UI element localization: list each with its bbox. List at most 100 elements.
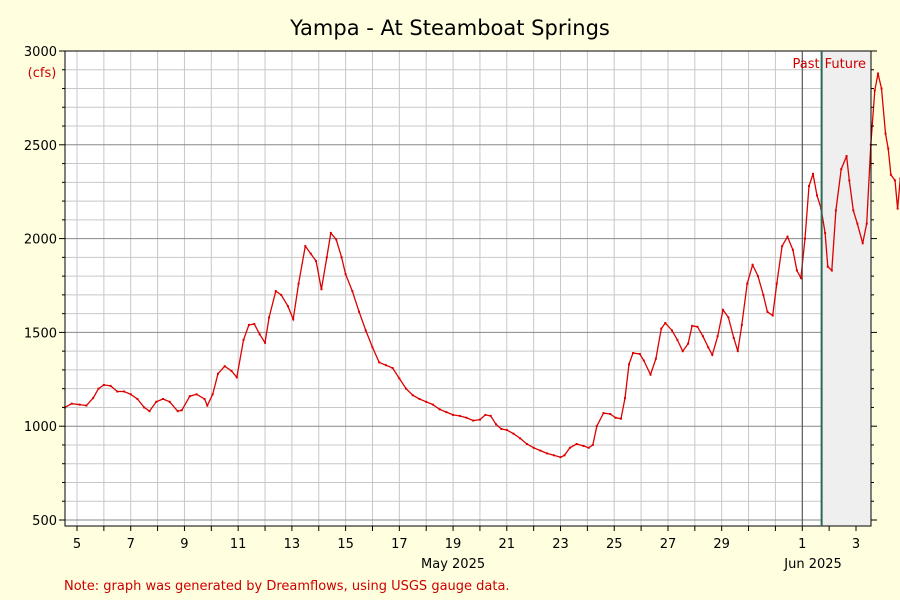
data-point (505, 428, 508, 431)
data-point (722, 308, 725, 311)
x-tick-label: 1 (798, 537, 806, 552)
data-point (781, 245, 784, 248)
data-point (230, 369, 233, 372)
data-point (297, 282, 300, 285)
data-point (707, 346, 710, 349)
x-tick-label: 17 (391, 537, 408, 552)
plot-area (65, 51, 871, 526)
data-point (405, 387, 408, 390)
data-point (280, 293, 283, 296)
data-point (155, 400, 158, 403)
data-point (391, 367, 394, 370)
data-point (495, 423, 498, 426)
data-point (766, 310, 769, 313)
data-point (826, 265, 829, 268)
y-tick-label: 1500 (24, 326, 57, 341)
data-point (751, 263, 754, 266)
data-point (696, 325, 699, 328)
data-point (458, 414, 461, 417)
data-point (438, 408, 441, 411)
series-layer (63, 72, 900, 459)
data-point (642, 359, 645, 362)
data-point (803, 237, 806, 240)
x-tick-label: 7 (127, 537, 135, 552)
data-point (223, 365, 226, 368)
data-point (582, 444, 585, 447)
data-point (500, 428, 503, 431)
data-point (691, 324, 694, 327)
y-tick-label: 2000 (24, 233, 57, 248)
data-point (880, 87, 883, 90)
future-region (821, 51, 871, 526)
data-point (632, 352, 635, 355)
data-point (563, 454, 566, 457)
data-point (398, 377, 401, 380)
data-point (575, 443, 578, 446)
data-point (681, 350, 684, 353)
now-marker (801, 51, 823, 526)
data-point (614, 416, 617, 419)
data-point (830, 269, 833, 272)
data-point (884, 132, 887, 135)
month-label: May 2025 (421, 557, 485, 572)
data-point (371, 346, 374, 349)
data-point (861, 242, 864, 245)
data-point (176, 410, 179, 413)
data-point (756, 275, 759, 278)
data-point (602, 412, 605, 415)
data-point (320, 288, 323, 291)
data-point (195, 393, 198, 396)
x-tick-label: 13 (284, 537, 301, 552)
data-point (623, 397, 626, 400)
data-point (478, 418, 481, 421)
data-point (109, 384, 112, 387)
data-point (484, 413, 487, 416)
data-point (852, 209, 855, 212)
data-point (247, 323, 250, 326)
data-point (587, 446, 590, 449)
data-point (716, 335, 719, 338)
data-point (97, 387, 100, 390)
data-point (649, 373, 652, 376)
future-label: Future (825, 57, 866, 72)
data-point (351, 290, 354, 293)
data-point (799, 276, 802, 279)
y-tick-label: 2500 (24, 139, 57, 154)
data-point (559, 456, 562, 459)
data-point (161, 397, 164, 400)
month-labels: May 2025 Jun 2025 (421, 557, 842, 572)
data-point (873, 89, 876, 92)
data-point (344, 273, 347, 276)
unit-label: (cfs) (28, 66, 57, 81)
data-point (102, 383, 105, 386)
data-point (211, 393, 214, 396)
data-point (335, 238, 338, 241)
data-point (203, 397, 206, 400)
data-point (264, 341, 267, 344)
data-point (85, 404, 88, 407)
data-point (701, 335, 704, 338)
y-tick-label: 3000 (24, 45, 57, 60)
data-point (676, 338, 679, 341)
data-point (687, 342, 690, 345)
y-axis-ticks: 500 1000 1500 2000 2500 3000 (24, 45, 877, 529)
data-point (92, 397, 95, 400)
data-point (638, 352, 641, 355)
x-tick-label: 15 (337, 537, 354, 552)
data-point (664, 322, 667, 325)
x-tick-label: 29 (713, 537, 730, 552)
data-point (887, 147, 890, 150)
data-point (845, 155, 848, 158)
data-point (188, 395, 191, 398)
data-point (889, 173, 892, 176)
data-point (315, 260, 318, 263)
data-point (143, 406, 146, 409)
data-point (727, 316, 730, 319)
data-point (532, 446, 535, 449)
data-point (472, 419, 475, 422)
data-point (654, 357, 657, 360)
data-point (740, 323, 743, 326)
x-tick-label: 21 (499, 537, 516, 552)
data-point (525, 443, 528, 446)
data-point (340, 256, 343, 259)
